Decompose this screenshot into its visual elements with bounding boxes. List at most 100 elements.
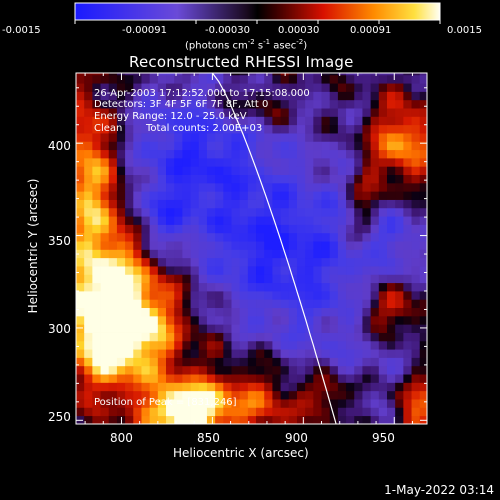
heatmap-cell [198,407,208,417]
heatmap-cell [206,224,216,234]
heatmap-cell [190,307,200,317]
heatmap-cell [403,182,412,192]
heatmap-cell [346,199,355,209]
heatmap-cell [92,415,101,424]
heatmap-cell [100,307,110,317]
heatmap-cell [419,307,427,317]
heatmap-cell [354,166,363,175]
heatmap-cell [100,99,110,109]
heatmap-cell [288,91,298,101]
heatmap-cell [378,83,388,92]
heatmap-cell [288,166,298,175]
heatmap-cell [419,274,427,284]
heatmap-cell [166,182,175,192]
heatmap-cell [239,415,249,424]
heatmap-cell [280,340,290,350]
heatmap-cell [386,307,396,317]
heatmap-cell [411,191,421,200]
heatmap-cell [198,191,208,200]
heatmap-cell [321,290,331,300]
heatmap-cell [84,166,93,175]
heatmap-cell [92,74,101,84]
heatmap-cell [133,116,142,126]
heatmap-cell [370,415,380,424]
heatmap-cell [223,166,232,175]
heatmap-cell [305,315,314,325]
heatmap-cell [419,290,427,300]
heatmap-cell [378,174,388,184]
heatmap-cell [395,182,404,192]
heatmap-cell [141,374,151,383]
heatmap-cell [346,91,355,101]
heatmap-cell [411,74,421,84]
heatmap-cell [239,299,249,309]
heatmap-cell [133,141,142,151]
heatmap-cell [370,73,380,76]
heatmap-cell [386,349,396,358]
heatmap-cell [378,365,388,375]
heatmap-cell [100,224,110,234]
heatmap-cell [174,199,183,209]
heatmap-cell [223,157,232,167]
heatmap-cell [223,191,232,200]
heatmap-cell [182,399,191,408]
heatmap-cell [329,324,339,333]
heatmap-cell [141,116,151,126]
heatmap-cell [116,83,126,92]
heatmap-cell [141,157,151,167]
heatmap-cell [206,141,216,151]
heatmap-cell [239,216,249,225]
heatmap-cell [141,257,151,267]
heatmap-cell [231,207,241,217]
heatmap-cell [190,349,200,358]
heatmap-cell [321,232,331,242]
heatmap-cell [76,182,85,192]
heatmap-cell [411,290,421,300]
heatmap-cell [100,274,110,284]
heatmap-cell [419,133,427,142]
heatmap-cell [149,99,159,109]
heatmap-cell [174,349,183,358]
heatmap-cell [329,83,339,92]
heatmap-cell [370,99,380,109]
heatmap-cell [198,149,208,159]
heatmap-cell [166,290,175,300]
heatmap-cell [313,415,322,424]
heatmap-cell [157,274,167,284]
heatmap-cell [337,374,347,383]
heatmap-cell [92,266,101,275]
heatmap-cell [190,241,200,250]
heatmap-cell [337,349,347,358]
heatmap-cell [174,282,183,292]
heatmap-cell [256,108,265,117]
heatmap-cell [174,116,183,126]
heatmap-cell [354,157,363,167]
heatmap-cell [182,349,191,358]
heatmap-cell [288,157,298,167]
heatmap-cell [296,149,306,159]
heatmap-cell [108,357,118,367]
heatmap-cell [198,83,208,92]
heatmap-cell [198,141,208,151]
heatmap-cell [354,299,363,309]
heatmap-cell [133,315,142,325]
heatmap-cell [280,99,290,109]
heatmap-cell [182,249,191,259]
heatmap-cell [313,290,322,300]
heatmap-cell [280,108,290,117]
heatmap-cell [92,407,101,417]
heatmap-cell [264,182,273,192]
heatmap-cell [231,382,241,392]
heatmap-cell [354,407,363,417]
heatmap-cell [247,83,257,92]
heatmap-cell [264,166,273,175]
heatmap-cell [354,357,363,367]
heatmap-cell [92,340,101,350]
heatmap-cell [231,365,241,375]
heatmap-cell [174,108,183,117]
heatmap-cell [305,365,314,375]
heatmap-cell [133,157,142,167]
heatmap-cell [296,224,306,234]
heatmap-cell [108,207,118,217]
heatmap-cell [370,149,380,159]
